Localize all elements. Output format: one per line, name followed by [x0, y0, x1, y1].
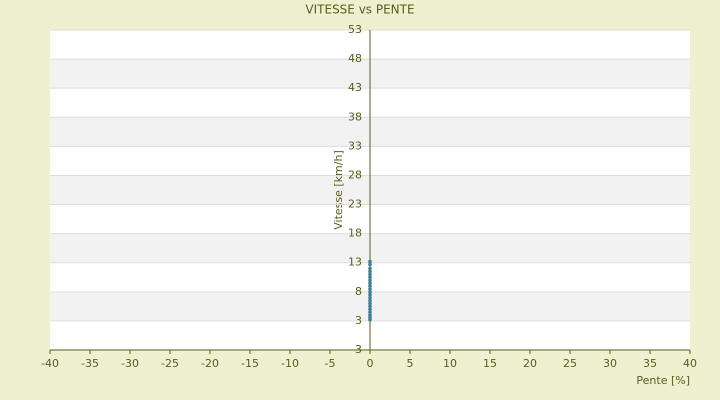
point	[368, 259, 372, 264]
y-tick-label: 33	[348, 139, 362, 152]
y-tick-label: 38	[348, 110, 362, 123]
x-tick-label: -15	[241, 357, 259, 370]
point	[368, 275, 372, 280]
x-tick-label: 10	[443, 357, 457, 370]
x-tick-label: 30	[603, 357, 617, 370]
point	[368, 272, 372, 277]
point	[368, 292, 372, 297]
point	[368, 295, 372, 300]
x-tick-label: 15	[483, 357, 497, 370]
x-tick-label: 20	[523, 357, 537, 370]
point	[368, 298, 372, 303]
x-tick-label: -35	[81, 357, 99, 370]
x-tick-label: -30	[121, 357, 139, 370]
y-tick-label: 13	[348, 256, 362, 269]
y-tick-label: 48	[348, 52, 362, 65]
point	[368, 269, 372, 274]
y-tick-label: 43	[348, 81, 362, 94]
x-axis-label: Pente [%]	[636, 374, 690, 387]
point	[368, 281, 372, 285]
x-tick-label: 40	[683, 357, 697, 370]
y-tick-label: 53	[348, 23, 362, 36]
point	[368, 304, 372, 309]
x-tick-label: 5	[407, 357, 414, 370]
y-tick-label: 28	[348, 168, 362, 181]
x-tick-label: 35	[643, 357, 657, 370]
x-tick-label: 0	[367, 357, 374, 370]
point	[368, 301, 372, 306]
point	[368, 284, 372, 288]
x-tick-label: -5	[325, 357, 336, 370]
point	[368, 266, 372, 271]
y-tick-label: 23	[348, 198, 362, 211]
x-tick-label: -40	[41, 357, 59, 370]
x-tick-label: 25	[563, 357, 577, 370]
point	[368, 287, 372, 291]
point	[368, 290, 372, 294]
chart-title: VITESSE vs PENTE	[305, 3, 414, 17]
y-tick-label: 18	[348, 227, 362, 240]
point	[368, 262, 372, 267]
y-axis-label: Vitesse [km/h]	[332, 150, 345, 230]
point	[368, 310, 372, 314]
point	[368, 307, 372, 312]
x-tick-label: -20	[201, 357, 219, 370]
y-tick-label: 8	[355, 285, 362, 298]
point	[368, 313, 372, 317]
y-tick-label: 3	[355, 314, 362, 327]
x-tick-label: -10	[281, 357, 299, 370]
x-tick-label: -25	[161, 357, 179, 370]
point	[368, 278, 372, 282]
